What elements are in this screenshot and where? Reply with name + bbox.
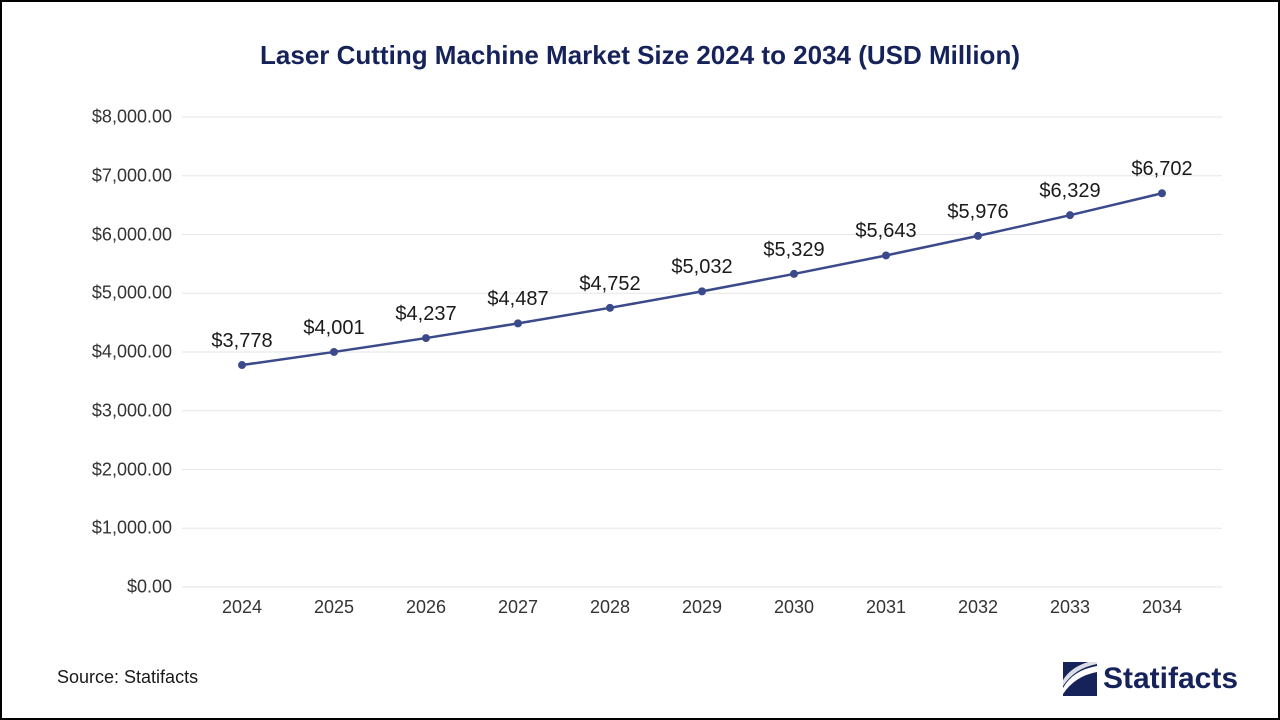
data-point-label: $3,778 <box>211 330 272 353</box>
y-axis-label: $0.00 <box>52 577 172 598</box>
chart-frame: Laser Cutting Machine Market Size 2024 t… <box>0 0 1280 720</box>
x-axis-label: 2026 <box>386 597 466 618</box>
x-axis-label: 2025 <box>294 597 374 618</box>
x-axis-label: 2029 <box>662 597 742 618</box>
data-point-label: $4,237 <box>395 303 456 326</box>
chart-title: Laser Cutting Machine Market Size 2024 t… <box>2 40 1278 71</box>
statifacts-icon <box>1063 662 1097 696</box>
y-axis-label: $8,000.00 <box>52 107 172 128</box>
data-point-label: $6,702 <box>1131 158 1192 181</box>
y-axis-label: $7,000.00 <box>52 165 172 186</box>
brand-logo: Statifacts <box>1063 662 1238 696</box>
y-axis-label: $5,000.00 <box>52 283 172 304</box>
data-point-label: $4,487 <box>487 288 548 311</box>
brand-name: Statifacts <box>1103 662 1238 696</box>
data-point-label: $5,032 <box>671 256 732 279</box>
data-point-label: $5,976 <box>947 201 1008 224</box>
y-axis-label: $4,000.00 <box>52 342 172 363</box>
y-axis-label: $3,000.00 <box>52 400 172 421</box>
x-axis-label: 2031 <box>846 597 926 618</box>
y-axis-label: $2,000.00 <box>52 459 172 480</box>
x-axis-label: 2032 <box>938 597 1018 618</box>
y-axis-label: $1,000.00 <box>52 518 172 539</box>
source-text: Source: Statifacts <box>57 667 198 688</box>
x-axis-label: 2034 <box>1122 597 1202 618</box>
data-point-label: $5,329 <box>763 239 824 262</box>
x-axis-label: 2024 <box>202 597 282 618</box>
data-point-label: $6,329 <box>1039 180 1100 203</box>
plot-area: $0.00$1,000.00$2,000.00$3,000.00$4,000.0… <box>182 117 1222 587</box>
data-point-label: $4,001 <box>303 317 364 340</box>
y-axis-label: $6,000.00 <box>52 224 172 245</box>
x-axis-label: 2030 <box>754 597 834 618</box>
x-axis-label: 2027 <box>478 597 558 618</box>
x-axis-label: 2033 <box>1030 597 1110 618</box>
x-axis-label: 2028 <box>570 597 650 618</box>
data-point-label: $5,643 <box>855 220 916 243</box>
data-point-label: $4,752 <box>579 273 640 296</box>
